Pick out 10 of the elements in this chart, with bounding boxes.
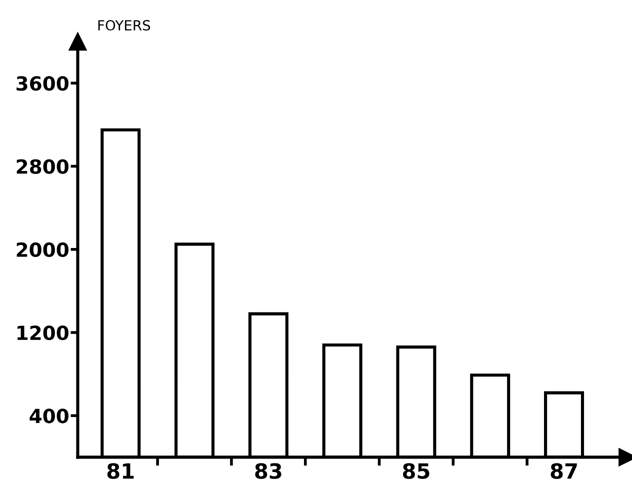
x-tick-label: 87 — [550, 463, 577, 479]
y-tick-label: 2000 — [16, 242, 68, 258]
y-tick-label: 3600 — [16, 76, 68, 91]
y-tick-label: 2800 — [16, 159, 68, 174]
x-tick-label: 85 — [402, 463, 430, 479]
y-tick-label: 1200 — [17, 325, 68, 340]
y-tick-label: 400 — [30, 408, 68, 424]
x-tick-label: 81 — [107, 463, 134, 479]
x-tick-label: 83 — [255, 463, 282, 479]
y-axis-title: FOYERS — [98, 20, 150, 31]
